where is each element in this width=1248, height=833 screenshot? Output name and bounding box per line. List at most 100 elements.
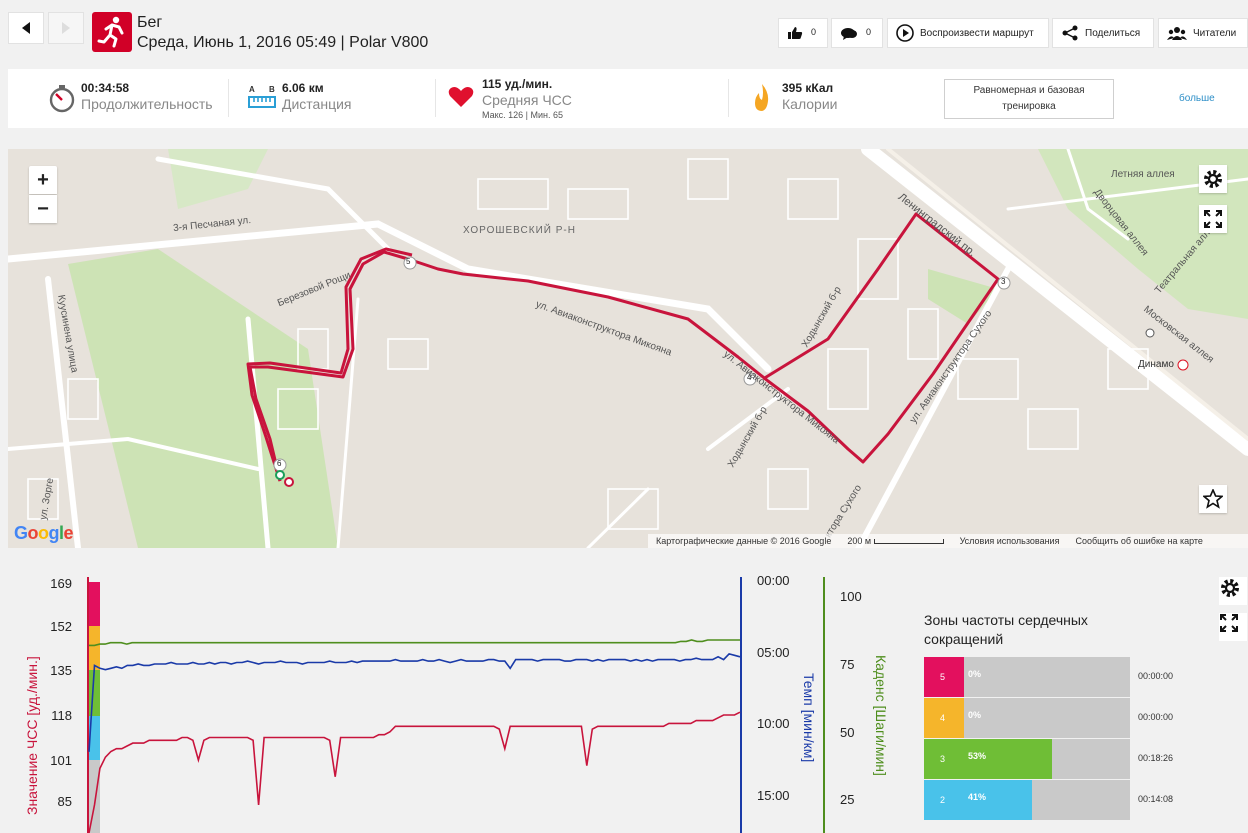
share-icon	[1062, 25, 1078, 41]
followers-button[interactable]: Читатели	[1158, 18, 1248, 48]
thumbs-up-icon	[788, 27, 803, 39]
zone-strip-3	[88, 670, 100, 716]
replay-route-label: Воспроизвести маршрут	[920, 27, 1034, 39]
people-icon	[1167, 27, 1187, 40]
pace-tick: 10:00	[757, 716, 790, 731]
hr-avg-value: 115 уд./мин.	[482, 77, 553, 91]
session-subtitle: Среда, Июнь 1, 2016 05:49 | Polar V800	[137, 34, 429, 51]
km-marker: 5	[406, 257, 411, 266]
route-map[interactable]: 5 4 3 6 ХОРОШЕВСКИЙ Р-Н 3-я Песчаная ул.…	[8, 149, 1248, 548]
hr-tick: 118	[51, 708, 72, 723]
hr-block: 115 уд./мин. Средняя ЧСС Макс. 126 | Мин…	[482, 77, 572, 120]
flame-icon	[755, 84, 769, 111]
divider	[728, 79, 729, 117]
share-button[interactable]: Поделиться	[1052, 18, 1154, 48]
summary-bar: 00:34:58 Продолжительность A B 6.06 км Д…	[8, 69, 1248, 128]
zone-time: 00:18:26	[1138, 753, 1174, 763]
arrow-right-icon	[62, 22, 70, 34]
hr-minmax: Макс. 126 | Мин. 65	[482, 110, 564, 120]
back-button[interactable]	[8, 12, 44, 44]
replay-route-button[interactable]: Воспроизвести маршрут	[887, 18, 1049, 48]
gear-icon	[1221, 579, 1239, 597]
map-canvas	[8, 149, 1248, 548]
zoom-in-button[interactable]: +	[29, 166, 57, 194]
km-marker: 6	[277, 459, 282, 468]
map-scale-label: 200 м	[847, 536, 872, 546]
calories-value: 395 кКал	[782, 81, 834, 95]
share-label: Поделиться	[1085, 27, 1141, 39]
cadence-axis-label: Каденс [Шаги/мин]	[873, 655, 889, 776]
map-footer: Картографические данные © 2016 Google 20…	[648, 534, 1248, 548]
training-benefit-button[interactable]: Равномерная и базовая тренировка	[944, 79, 1114, 119]
heart-icon	[448, 87, 474, 107]
zone-bar-track: 0%	[964, 698, 1130, 738]
chart-settings-button[interactable]	[1219, 577, 1247, 605]
pace-tick: 00:00	[757, 573, 790, 588]
favorite-route-button[interactable]	[1199, 485, 1227, 513]
stopwatch-icon	[49, 85, 75, 113]
distance-value: 6.06 км	[282, 81, 324, 95]
map-label: Летняя аллея	[1111, 169, 1175, 180]
pace-tick: 05:00	[757, 645, 790, 660]
followers-label: Читатели	[1193, 27, 1237, 39]
zone-strip-1	[88, 760, 100, 833]
more-link[interactable]: больше	[1179, 93, 1215, 104]
hr-axis-label: Значение ЧСС [уд./мин.]	[24, 656, 40, 815]
zone-bar-fill	[964, 739, 1052, 779]
hr-series-line	[88, 711, 741, 833]
zone-number: 5	[924, 657, 964, 697]
like-button[interactable]: 0	[778, 18, 828, 48]
hr-avg-label: Средняя ЧСС	[482, 92, 572, 108]
zone-percent: 53%	[968, 751, 987, 761]
map-terms-link[interactable]: Условия использования	[959, 536, 1060, 546]
chart-fullscreen-button[interactable]	[1219, 613, 1247, 641]
map-settings-button[interactable]	[1199, 165, 1227, 193]
pace-axis-label: Темп [мин/км]	[801, 673, 817, 762]
zoom-out-button[interactable]: −	[29, 195, 57, 223]
zone-number: 3	[924, 739, 964, 779]
google-logo: Google	[14, 523, 74, 543]
zone-number: 4	[924, 698, 964, 738]
map-label: ХОРОШЕВСКИЙ Р-Н	[463, 225, 576, 236]
forward-button[interactable]	[48, 12, 84, 44]
workout-chart: 169 152 135 118 101 85 00:00 05:00 10:00…	[0, 555, 1248, 833]
distance-b: B	[269, 85, 275, 94]
distance-ab-icon: A B	[248, 85, 278, 113]
hr-zone-row: 4 0% 00:00:00	[924, 698, 1224, 738]
km-marker: 3	[1001, 277, 1006, 286]
duration-block: 00:34:58 Продолжительность	[81, 81, 213, 112]
distance-block: 6.06 км Дистанция	[282, 81, 352, 112]
star-icon	[1203, 489, 1223, 509]
duration-value: 00:34:58	[81, 81, 130, 95]
comment-button[interactable]: 0	[831, 18, 883, 48]
cadence-tick: 50	[840, 725, 854, 740]
hr-tick: 152	[50, 619, 72, 634]
pace-tick: 15:00	[757, 788, 790, 803]
expand-icon	[1220, 614, 1238, 632]
zone-bar-track: 0%	[964, 657, 1130, 697]
divider	[435, 79, 436, 117]
comment-count: 0	[866, 27, 872, 37]
cadence-tick: 100	[840, 589, 862, 604]
map-label: Динамо	[1138, 359, 1174, 370]
hr-tick: 169	[50, 576, 72, 591]
zone-time: 00:00:00	[1138, 671, 1174, 681]
hr-zone-row: 3 53% 00:18:26	[924, 739, 1224, 779]
chart-canvas: 169 152 135 118 101 85 00:00 05:00 10:00…	[24, 573, 889, 833]
scale-bar	[873, 539, 944, 545]
zone-time: 00:00:00	[1138, 712, 1174, 722]
play-icon	[896, 24, 914, 42]
zone-percent: 0%	[968, 669, 982, 679]
map-fullscreen-button[interactable]	[1199, 205, 1227, 233]
zone-bar-fill	[964, 780, 1033, 820]
zone-percent: 0%	[968, 710, 982, 720]
map-report-link[interactable]: Сообщить об ошибке на карте	[1075, 536, 1203, 546]
ruler-icon	[248, 96, 276, 108]
pace-series-line	[88, 653, 741, 752]
running-icon	[92, 12, 132, 52]
hr-tick: 85	[58, 794, 72, 809]
gear-icon	[1204, 170, 1222, 188]
distance-a: A	[249, 85, 255, 94]
hr-zones-title: Зоны частоты сердечных сокращений	[924, 612, 1088, 647]
km-marker: 4	[747, 373, 752, 382]
